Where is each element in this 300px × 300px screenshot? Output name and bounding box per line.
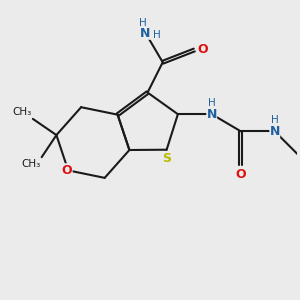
Text: H: H [271,116,279,125]
Text: CH₃: CH₃ [12,107,32,117]
Text: N: N [270,125,280,138]
Text: N: N [206,108,217,121]
Text: H: H [208,98,216,108]
Text: O: O [61,164,72,177]
Text: S: S [162,152,171,165]
Text: H: H [139,18,147,28]
Text: H: H [153,29,161,40]
Text: N: N [140,27,151,40]
Text: O: O [236,168,246,181]
Text: CH₃: CH₃ [21,159,40,169]
Text: O: O [198,44,208,56]
